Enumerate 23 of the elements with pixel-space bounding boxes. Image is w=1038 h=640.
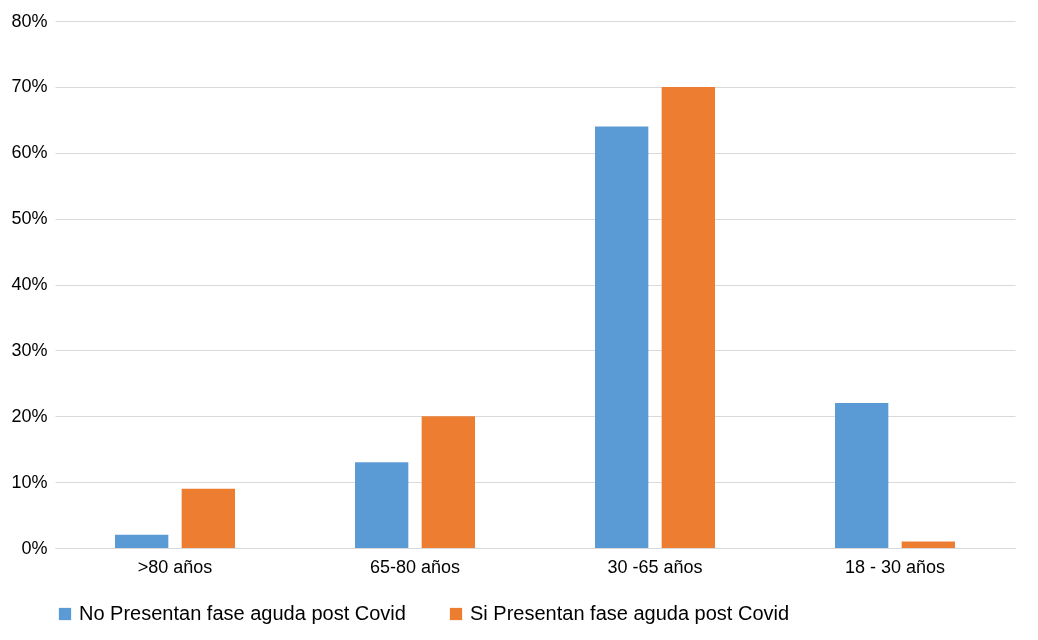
bar [181,488,235,548]
y-tick-label: 20% [11,405,48,426]
bar [661,86,715,548]
y-tick-label: 80% [11,10,48,31]
bar [355,462,409,548]
x-tick-label: >80 años [137,556,213,577]
y-tick-label: 40% [11,274,48,294]
y-tick-label: 30% [11,339,48,360]
x-tick-label: 65-80 años [369,556,461,577]
x-tick-label: 18 - 30 años [844,556,946,577]
bar [595,126,649,548]
legend-label: Si Presentan fase aguda post Covid [470,602,790,624]
x-tick-label: 30 -65 años [607,556,703,577]
bar [835,403,889,548]
y-tick-label: 60% [11,142,48,163]
y-tick-label: 10% [11,471,48,492]
y-tick-label: 50% [11,208,48,229]
bar [421,416,475,548]
y-tick-label: 70% [11,76,48,97]
bar [115,534,169,548]
bar [901,541,955,548]
y-tick-label: 0% [21,537,48,558]
legend-label: No Presentan fase aguda post Covid [79,602,406,624]
